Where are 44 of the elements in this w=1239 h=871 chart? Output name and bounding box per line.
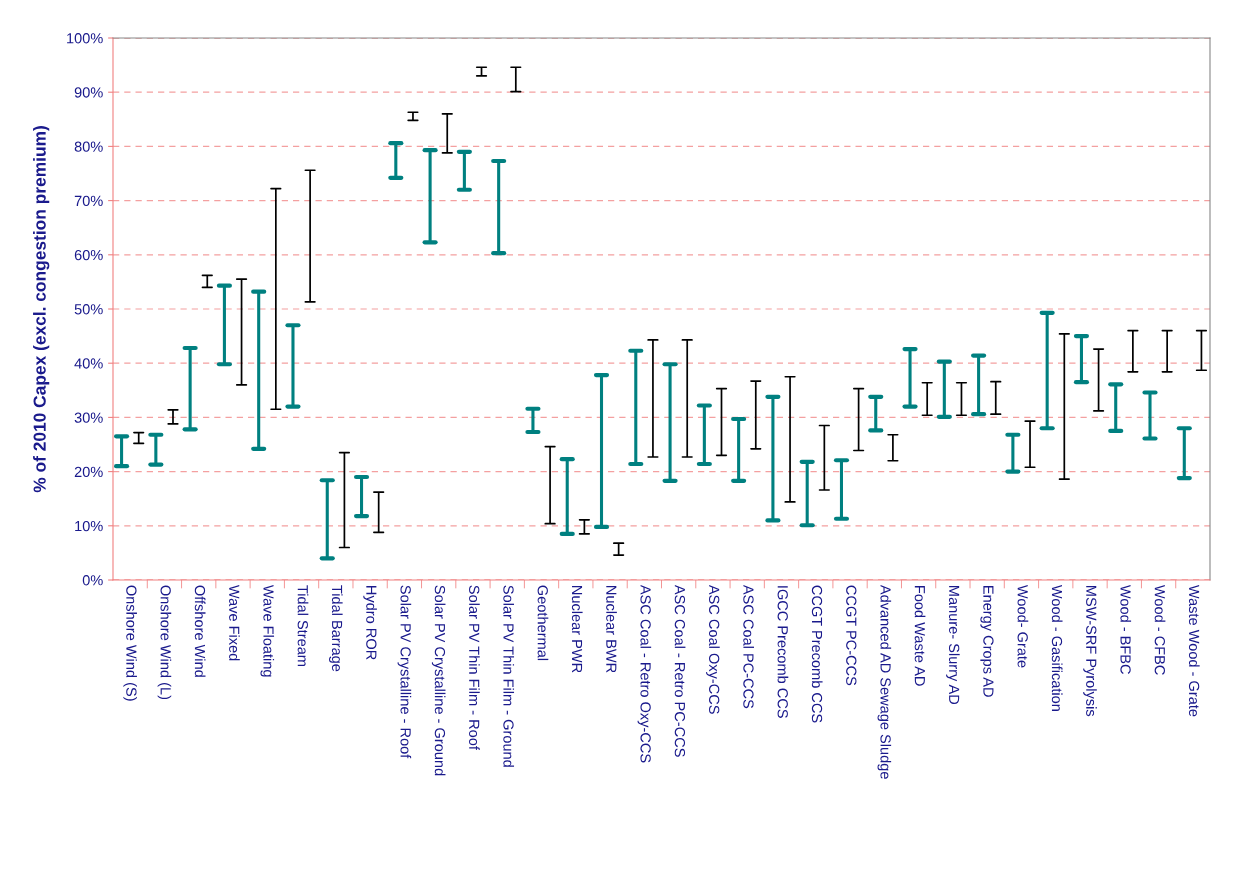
x-tick-label: Wave Floating [260, 584, 275, 677]
x-tick-label: Wave Fixed [229, 584, 240, 661]
y-tick-label: 20% [74, 466, 103, 478]
y-tick-label: 60% [74, 249, 103, 261]
y-tick-label: 40% [74, 358, 103, 369]
x-tick-label: ASC Coal - Retro Oxy-CCS [637, 584, 652, 763]
x-tick-label: Food Waste AD [914, 586, 926, 686]
x-tick-label: Wood - Gasification [1051, 584, 1063, 711]
x-tick-label: IGCC Precomb CCS [777, 586, 789, 718]
x-tick-label: Solar PV Crystalline - Ground [431, 585, 446, 776]
y-tick-label: 50% [74, 304, 103, 315]
x-tick-label: Nuclear BWR [606, 586, 617, 673]
y-tick-label: 100% [67, 33, 103, 44]
x-tick-label: CCGT PC-CCS [846, 585, 857, 686]
x-tick-label: Solar PV Thin Film - Ground [503, 585, 515, 767]
y-tick-label: 70% [74, 195, 103, 207]
x-tick-label: Nuclear PWR [571, 586, 583, 673]
x-tick-label: CCGT Precomb CCS [811, 585, 823, 723]
x-tick-label: MSW-SRF Pyrolysis [1083, 586, 1097, 717]
x-tick-label: Hydro ROR [363, 586, 377, 660]
x-tick-label: Geothermal [537, 585, 549, 661]
x-tick-label: Tidal Barrage [329, 585, 343, 672]
x-tick-label: ASC Coal - Retro PC-CCS [674, 584, 686, 757]
x-tick-label: Waste Wood - Grate [1188, 584, 1200, 717]
y-tick-label: 80% [74, 141, 103, 152]
x-tick-label: Onshore Wind (L) [157, 585, 172, 700]
x-tick-label: ASC Coal Oxy-CCS [706, 584, 720, 714]
x-tick-label: Onshore Wind (S) [123, 585, 137, 701]
x-tick-label: ASC Coal PC-CCS [743, 584, 754, 709]
y-tick-label: 30% [74, 412, 103, 423]
y-tick-label: 0% [82, 575, 103, 586]
x-tick-label: Energy Crops AD [980, 586, 994, 697]
x-tick-label: Manure- Slurry AD [946, 586, 960, 705]
x-tick-label: Wood - CFBC [1154, 584, 1166, 675]
x-tick-label: Wood- Grate [1017, 584, 1029, 668]
y-tick-label: 10% [75, 520, 103, 532]
x-tick-label: Solar PV Crystalline - Roof [397, 585, 412, 759]
x-tick-label: Wood - BFBC [1120, 584, 1132, 674]
y-tick-label: 90% [74, 87, 103, 98]
x-tick-label: Solar PV Thin Film - Roof [469, 585, 480, 750]
x-tick-label: Tidal Stream [297, 585, 309, 667]
x-tick-label: Advanced AD Sewage Sludge [877, 584, 892, 779]
x-tick-label: Offshore Wind [194, 585, 206, 677]
y-axis-title: % of 2010 Capex (excl. congestion premium) [33, 126, 50, 493]
